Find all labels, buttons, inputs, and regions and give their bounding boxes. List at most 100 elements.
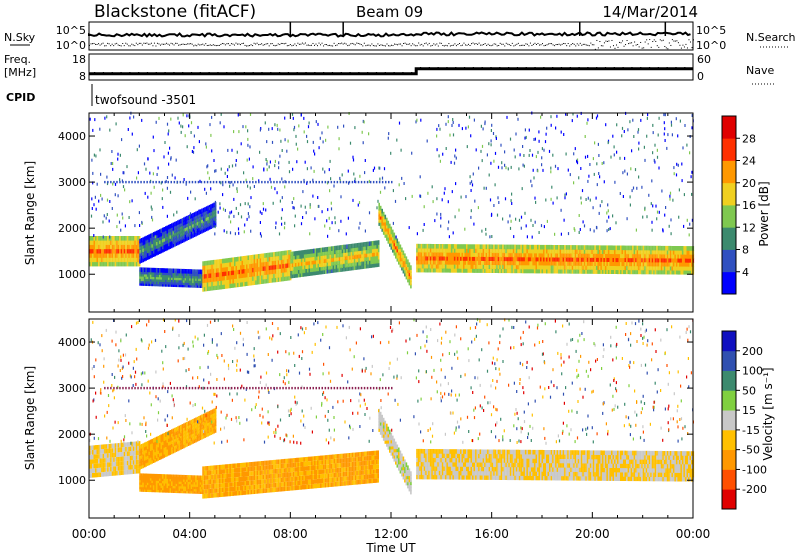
power-cell	[245, 282, 247, 287]
power-cell	[591, 253, 593, 258]
power-cell	[431, 268, 433, 273]
power-cell	[560, 269, 562, 274]
nsearch-point	[491, 45, 492, 46]
nave-point	[376, 72, 377, 73]
power-cell	[514, 245, 516, 250]
power-cell	[91, 245, 93, 250]
power-cell	[493, 132, 494, 135]
power-cell	[217, 285, 219, 290]
power-cell	[346, 181, 348, 183]
power-cell	[448, 244, 450, 249]
nsearch-point	[551, 43, 552, 44]
power-cell	[219, 285, 221, 290]
nsearch-point	[338, 43, 339, 44]
velocity-cell	[137, 455, 139, 460]
power-cell	[567, 261, 569, 266]
power-cell	[489, 244, 491, 249]
power-cell	[264, 266, 266, 271]
power-cell	[440, 225, 441, 228]
nsearch-point	[607, 41, 608, 42]
power-cell	[190, 191, 191, 194]
power-cell	[449, 248, 451, 253]
power-cell	[687, 250, 689, 255]
power-cell	[599, 175, 600, 178]
power-cell	[125, 253, 127, 258]
power-cell	[539, 245, 541, 250]
nsearch-point	[441, 43, 442, 44]
power-cell	[511, 245, 513, 250]
power-cell	[555, 165, 556, 168]
power-cell	[677, 134, 678, 137]
power-cell	[683, 258, 685, 263]
power-cell	[483, 256, 485, 261]
power-cell	[229, 211, 230, 214]
nsearch-point	[625, 44, 626, 45]
nsearch-point	[219, 45, 220, 46]
power-cell	[603, 253, 605, 258]
power-cell	[677, 266, 679, 271]
velocity-cell	[141, 444, 143, 449]
power-cell	[418, 248, 420, 253]
power-cell	[471, 256, 473, 261]
power-cell	[545, 140, 546, 143]
power-cell	[282, 260, 284, 265]
power-cell	[276, 256, 278, 261]
power-cell	[661, 250, 663, 255]
power-cell	[242, 278, 244, 283]
nsearch-point	[589, 45, 590, 46]
power-cell	[462, 264, 464, 269]
power-cell	[156, 231, 158, 236]
power-cell	[566, 153, 567, 156]
power-cell	[94, 240, 96, 245]
power-cell	[672, 133, 673, 136]
power-cell	[582, 253, 584, 258]
velocity-cell	[109, 472, 111, 477]
power-cell	[605, 253, 607, 258]
power-cell	[436, 197, 437, 200]
power-cell	[301, 205, 302, 208]
power-cell	[542, 269, 544, 274]
power-cell	[207, 265, 209, 270]
power-cell	[446, 248, 448, 253]
power-cell	[561, 265, 563, 270]
power-cell	[477, 252, 479, 257]
power-cell	[121, 138, 122, 141]
velocity-cell	[131, 451, 133, 456]
power-cell	[439, 248, 441, 253]
power-cell	[193, 229, 194, 232]
nsearch-point	[183, 44, 184, 45]
power-cell	[478, 248, 480, 253]
power-cell	[581, 265, 583, 270]
power-cell	[528, 253, 530, 258]
power-cell	[687, 254, 689, 259]
power-cell	[107, 249, 109, 254]
power-cell	[310, 181, 312, 183]
power-cell	[312, 249, 314, 254]
power-cell	[133, 236, 135, 241]
power-cell	[385, 215, 387, 220]
power-cell	[278, 166, 279, 169]
nsearch-point	[189, 43, 190, 44]
power-cell	[463, 252, 465, 257]
power-cell	[563, 249, 565, 254]
power-cell	[688, 262, 690, 267]
power-cell	[205, 278, 207, 283]
power-cell	[685, 270, 687, 275]
power-cell	[525, 257, 527, 262]
power-cell	[597, 249, 599, 254]
power-cell	[92, 245, 94, 250]
nsearch-point	[171, 43, 172, 44]
power-cell	[204, 265, 206, 270]
power-cell	[338, 229, 339, 232]
power-cell	[611, 245, 613, 250]
power-cell	[677, 250, 679, 255]
power-cell	[552, 269, 554, 274]
nave-point	[385, 72, 386, 73]
power-cell	[109, 240, 111, 245]
power-cell	[457, 260, 459, 265]
power-cell	[609, 257, 611, 262]
power-cell	[561, 257, 563, 262]
power-cell	[343, 125, 344, 128]
power-cell	[208, 269, 210, 274]
